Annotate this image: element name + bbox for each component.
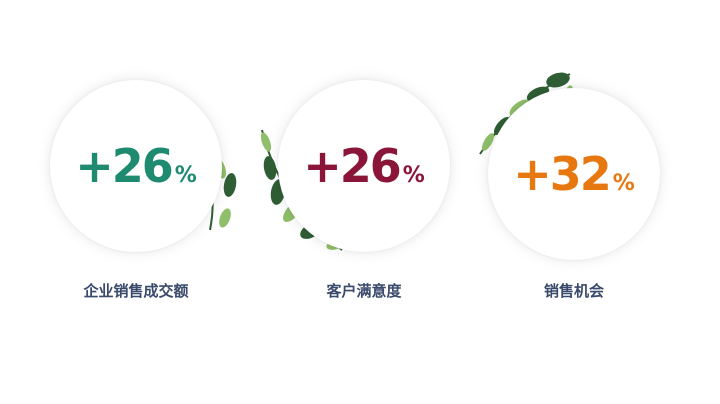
stat-unit: % xyxy=(174,163,197,188)
stat-circle: +26 % xyxy=(278,80,450,252)
stat-value: +26 % xyxy=(303,143,425,189)
stat-unit: % xyxy=(402,163,425,188)
stat-card-sales-opportunities: +32 % 销售机会 xyxy=(479,0,720,404)
stat-label: 企业销售成交额 xyxy=(83,282,189,300)
stat-circle: +26 % xyxy=(50,80,222,252)
stat-card-customer-satisfaction: +26 % 客户满意度 xyxy=(240,0,480,404)
stat-label: 销售机会 xyxy=(543,282,604,300)
stat-number: +26 xyxy=(303,139,402,193)
stat-circle: +32 % xyxy=(488,88,660,260)
stat-value: +26 % xyxy=(75,143,197,189)
stat-number: +32 xyxy=(513,147,612,201)
stat-label: 客户满意度 xyxy=(326,282,402,300)
stat-unit: % xyxy=(612,171,635,196)
stat-value: +32 % xyxy=(513,151,635,197)
stat-card-sales-volume: +26 % 企业销售成交额 xyxy=(0,0,240,404)
stat-number: +26 xyxy=(75,139,174,193)
